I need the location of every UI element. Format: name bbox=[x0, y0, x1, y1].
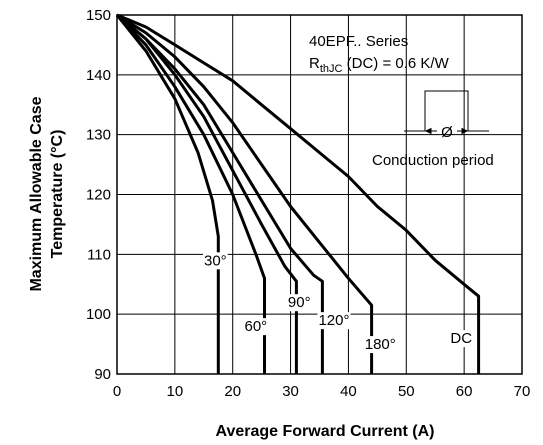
y-tick-label: 100 bbox=[86, 306, 111, 323]
y-tick-label: 120 bbox=[86, 187, 111, 204]
x-tick-label: 30 bbox=[282, 383, 299, 400]
curve-label-background bbox=[203, 252, 228, 270]
y-tick-label: 110 bbox=[87, 246, 111, 263]
curve-label-background bbox=[243, 318, 269, 336]
grid bbox=[117, 15, 522, 374]
series-line bbox=[116, 13, 481, 374]
x-tick-label: 40 bbox=[340, 383, 357, 400]
curve-label-group: 60° bbox=[243, 318, 269, 336]
curves bbox=[115, 13, 481, 374]
y-axis-title: Maximum Allowable Case Temperature (°C) bbox=[28, 96, 66, 291]
curve-label-group: 120° bbox=[317, 312, 351, 330]
y-tick-label: 140 bbox=[86, 67, 111, 84]
x-tick-label: 10 bbox=[167, 383, 184, 400]
x-tick-label: 60 bbox=[456, 383, 473, 400]
curve-label: 90° bbox=[288, 294, 311, 311]
y-tick-label: 150 bbox=[86, 7, 111, 24]
curve-label-group: DC bbox=[449, 330, 474, 348]
phi-label: Ø bbox=[441, 124, 453, 141]
series-line bbox=[116, 13, 324, 374]
x-tick-label: 20 bbox=[224, 383, 241, 400]
x-tick-label: 50 bbox=[398, 383, 415, 400]
curve-label: 120° bbox=[318, 312, 349, 329]
curve-label-background bbox=[363, 336, 397, 354]
y-axis-title-line2: Temperature (°C) bbox=[49, 130, 66, 259]
rth-suffix: (DC) = 0.6 K/W bbox=[342, 55, 449, 72]
x-tick-labels: 0 10 20 30 40 50 60 70 bbox=[113, 383, 531, 400]
curve-label-group: 90° bbox=[286, 294, 312, 312]
plot-frame bbox=[116, 14, 523, 375]
y-tick-labels: 90 100 110 120 130 140 150 bbox=[86, 7, 111, 383]
curve-label: 60° bbox=[245, 318, 268, 335]
rth-annotation: RthJC (DC) = 0.6 K/W bbox=[309, 55, 450, 75]
x-tick-label: 0 bbox=[113, 383, 121, 400]
x-tick-label: 70 bbox=[514, 383, 531, 400]
curve-label-background bbox=[449, 330, 474, 348]
y-tick-label: 90 bbox=[94, 366, 111, 383]
curve-label-group: 180° bbox=[363, 336, 397, 354]
curve-label-background bbox=[286, 294, 312, 312]
y-tick-label: 130 bbox=[86, 127, 111, 144]
curve-label: 180° bbox=[365, 336, 396, 353]
curve-label-background bbox=[317, 312, 351, 330]
conduction-period-label: Conduction period bbox=[372, 152, 494, 169]
curve-label: DC bbox=[450, 330, 472, 347]
curve-label: 30° bbox=[204, 252, 227, 269]
y-axis-title-line1: Maximum Allowable Case bbox=[28, 96, 45, 291]
series-line bbox=[115, 13, 266, 374]
rth-subscript: thJC bbox=[320, 63, 343, 75]
curve-labels: 30° 60° 90° 120° 180° DC bbox=[203, 252, 474, 354]
series-line bbox=[116, 13, 374, 374]
rth-prefix: R bbox=[309, 55, 320, 72]
curve-label-group: 30° bbox=[203, 252, 228, 270]
x-axis-title: Average Forward Current (A) bbox=[216, 423, 435, 440]
series-name-annotation: 40EPF.. Series bbox=[309, 33, 408, 50]
conduction-pulse-icon bbox=[404, 90, 489, 135]
